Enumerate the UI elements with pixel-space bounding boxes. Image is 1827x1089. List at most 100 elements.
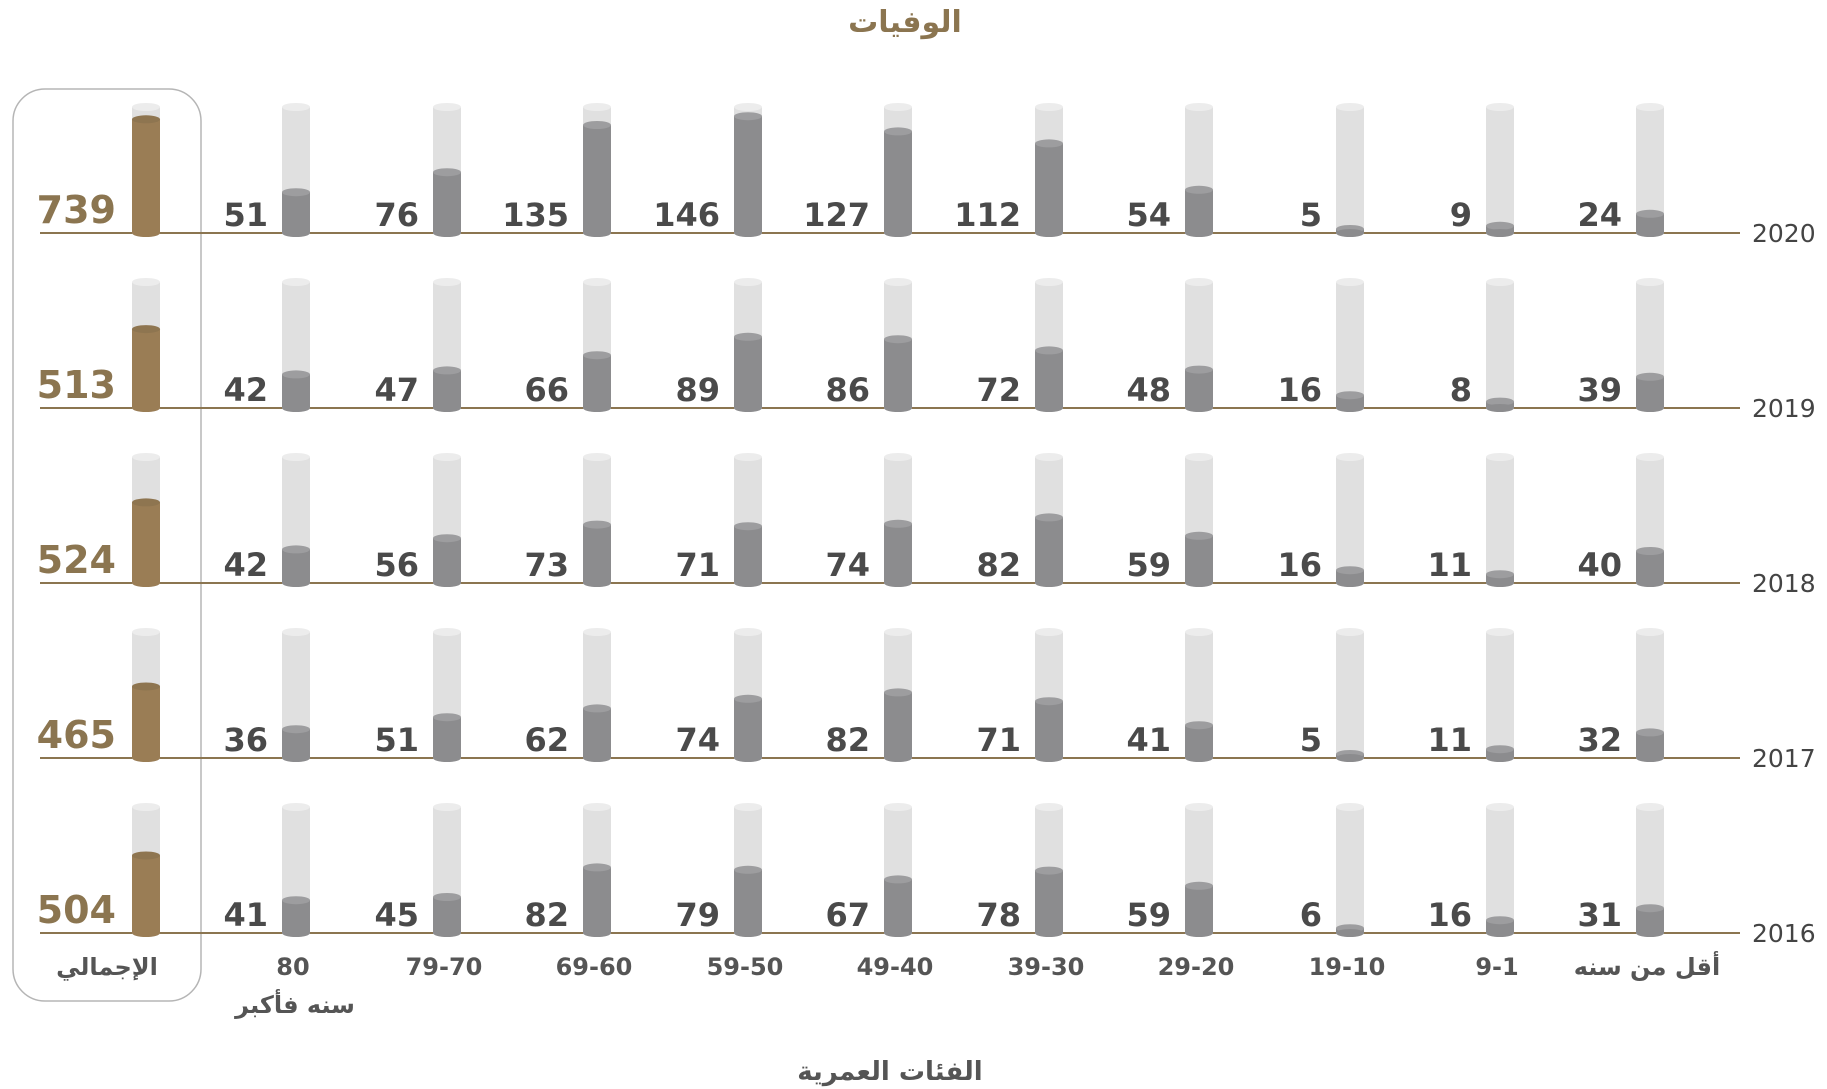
category-extra-label: سنه فأكبر xyxy=(234,989,355,1019)
data-label: 42 xyxy=(223,546,268,584)
bar-base xyxy=(884,579,912,587)
row-2019: 2019 39 8 16 48 72 86 89 66 47 42 513 xyxy=(37,278,1816,423)
data-label: 66 xyxy=(524,371,569,409)
bar-top xyxy=(1486,221,1514,230)
total-bar-base xyxy=(132,754,160,762)
data-label: 36 xyxy=(223,721,268,759)
bar xyxy=(282,729,310,758)
bar-base xyxy=(282,754,310,762)
track-top xyxy=(1336,628,1364,636)
bar xyxy=(734,526,762,583)
total-bar xyxy=(132,686,160,758)
category-label: 39-30 xyxy=(1008,953,1085,981)
bar-base xyxy=(1336,929,1364,937)
data-label: 54 xyxy=(1126,196,1171,234)
track-top xyxy=(734,453,762,461)
bar-base xyxy=(734,579,762,587)
total-value: 465 xyxy=(37,713,116,757)
track-top xyxy=(583,278,611,286)
total-bar-top xyxy=(132,325,160,334)
bar-top xyxy=(884,519,912,528)
bar xyxy=(1636,732,1664,758)
data-label: 135 xyxy=(502,196,569,234)
row-2018: 2018 40 11 16 59 82 74 71 73 56 42 524 xyxy=(37,453,1816,598)
bar-base xyxy=(433,929,461,937)
bar-base xyxy=(1336,404,1364,412)
data-label: 16 xyxy=(1427,896,1472,934)
total-bar-top xyxy=(132,498,160,507)
bar xyxy=(433,538,461,583)
track xyxy=(1486,107,1514,233)
bar xyxy=(1035,701,1063,758)
bar-top xyxy=(1185,185,1213,194)
data-label: 48 xyxy=(1126,371,1171,409)
bar xyxy=(583,125,611,233)
track-top xyxy=(1336,103,1364,111)
bar-top xyxy=(282,370,310,379)
bar-base xyxy=(583,579,611,587)
total-bar xyxy=(132,119,160,233)
category-label: 59-50 xyxy=(707,953,784,981)
data-label: 62 xyxy=(524,721,569,759)
bar xyxy=(884,692,912,758)
data-label: 39 xyxy=(1577,371,1622,409)
data-label: 74 xyxy=(675,721,720,759)
bar-top xyxy=(1035,697,1063,706)
data-label: 71 xyxy=(976,721,1021,759)
bar-top xyxy=(1486,397,1514,406)
track-top xyxy=(1486,628,1514,636)
year-label: 2016 xyxy=(1752,919,1816,948)
track-top xyxy=(1336,453,1364,461)
bar xyxy=(1185,535,1213,583)
track-top xyxy=(433,453,461,461)
data-label: 73 xyxy=(524,546,569,584)
data-label: 76 xyxy=(374,196,419,234)
bar-base xyxy=(1035,229,1063,237)
bar-top xyxy=(433,366,461,375)
bar-base xyxy=(1035,754,1063,762)
total-bar xyxy=(132,855,160,933)
total-value: 513 xyxy=(37,363,116,407)
track-top xyxy=(282,628,310,636)
track-top xyxy=(1035,453,1063,461)
track xyxy=(1336,107,1364,233)
total-bar-base xyxy=(132,579,160,587)
bar xyxy=(433,370,461,408)
data-label: 9 xyxy=(1450,196,1472,234)
data-label: 31 xyxy=(1577,896,1622,934)
category-label: 9-1 xyxy=(1475,953,1518,981)
bar xyxy=(734,336,762,408)
total-track-top xyxy=(132,103,160,111)
bar xyxy=(1636,213,1664,233)
bar-top xyxy=(884,688,912,697)
bar-top xyxy=(1035,346,1063,355)
track-top xyxy=(282,278,310,286)
bar-base xyxy=(1636,754,1664,762)
total-bar xyxy=(132,329,160,408)
track xyxy=(1486,807,1514,933)
total-track-top xyxy=(132,803,160,811)
bar-base xyxy=(1185,579,1213,587)
bar-base xyxy=(1486,579,1514,587)
bar-top xyxy=(433,168,461,177)
bar-base xyxy=(1636,579,1664,587)
track-top xyxy=(1636,803,1664,811)
category-label: أقل من سنه xyxy=(1574,951,1720,981)
data-label: 51 xyxy=(374,721,419,759)
track-top xyxy=(282,803,310,811)
track xyxy=(1486,457,1514,583)
bar-top xyxy=(1185,531,1213,540)
track-top xyxy=(583,103,611,111)
track xyxy=(1336,457,1364,583)
bar-top xyxy=(734,112,762,121)
data-label: 8 xyxy=(1450,371,1472,409)
bar-base xyxy=(1486,404,1514,412)
data-label: 5 xyxy=(1300,196,1322,234)
data-label: 59 xyxy=(1126,546,1171,584)
row-2016: 2016 31 16 6 59 78 67 79 82 45 41 504 xyxy=(37,803,1816,948)
bar xyxy=(282,900,310,933)
track-top xyxy=(884,278,912,286)
data-label: 32 xyxy=(1577,721,1622,759)
bar-top xyxy=(1486,916,1514,925)
bar-base xyxy=(884,229,912,237)
